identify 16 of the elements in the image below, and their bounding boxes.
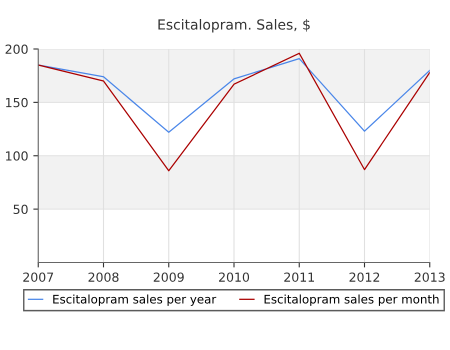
line-series — [38, 52, 430, 172]
legend-label: Escitalopram sales per year — [53, 294, 216, 306]
x-tick-label: 2007 — [23, 272, 54, 282]
x-tick-label: 2013 — [414, 272, 445, 282]
chart-title: Escitalopram. Sales, $ — [158, 19, 310, 32]
y-tick-label: 200 — [6, 44, 28, 54]
x-tick-label: 2011 — [284, 272, 314, 282]
line-series — [38, 58, 430, 133]
y-tick-label: 100 — [6, 151, 28, 161]
x-tick-label: 2009 — [154, 272, 184, 282]
x-tick-label: 2010 — [219, 272, 250, 282]
legend-label: Escitalopram sales per month — [264, 294, 439, 306]
x-tick-label: 2012 — [350, 272, 380, 282]
y-tick-label: 50 — [14, 204, 28, 214]
y-tick-label: 150 — [6, 98, 28, 108]
x-tick-label: 2008 — [88, 272, 119, 282]
